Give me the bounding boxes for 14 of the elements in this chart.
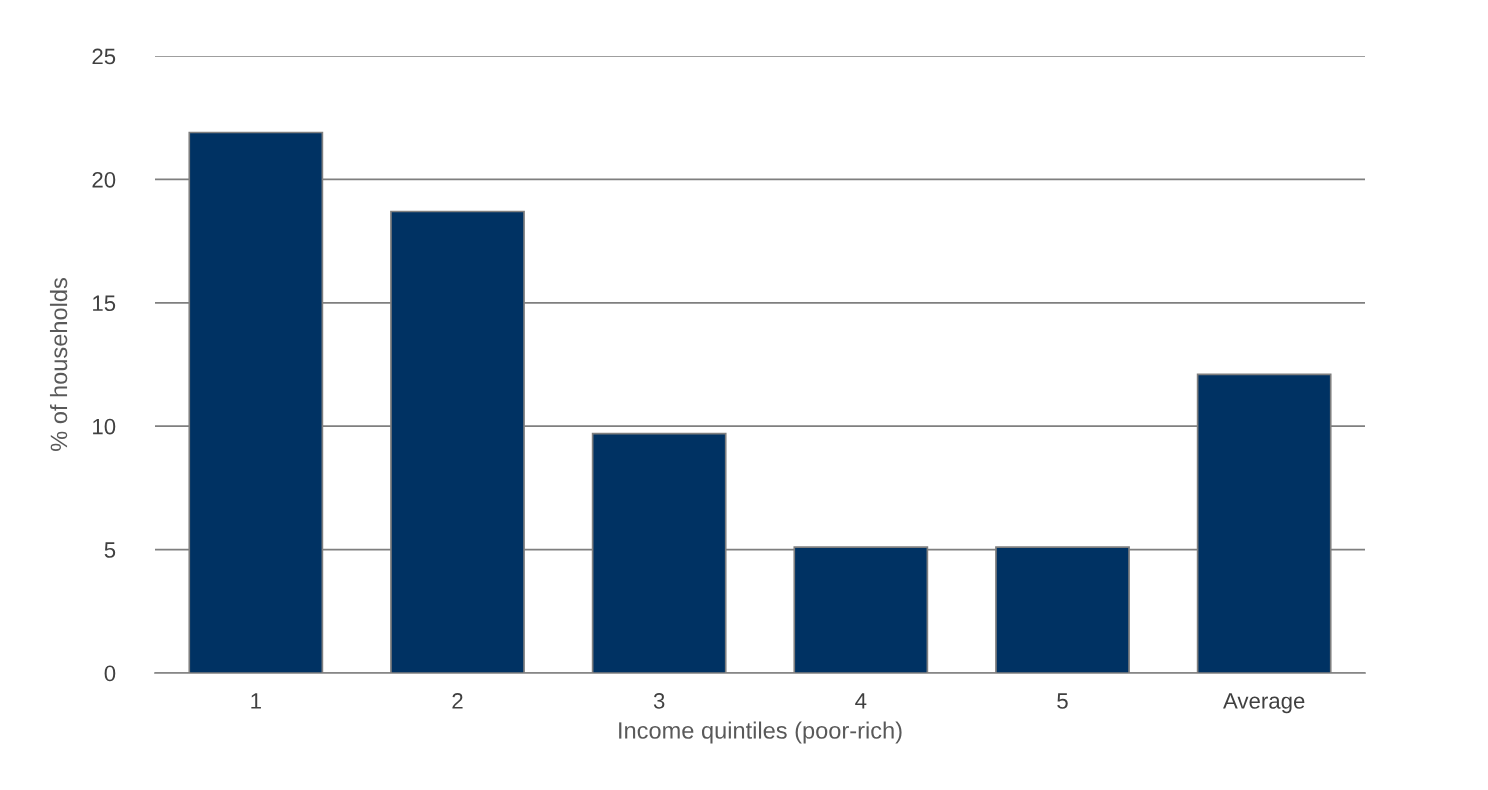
x-tick-label: 5: [1057, 693, 1068, 709]
y-tick-label: 25: [92, 48, 116, 65]
x-tick-label: 4: [855, 693, 867, 709]
x-tick-label: 2: [452, 693, 463, 709]
y-axis-title: % of households: [49, 278, 68, 451]
y-tick-label: 0: [104, 665, 116, 682]
y-tick-label: 5: [104, 542, 116, 558]
y-tick-label: 15: [93, 295, 116, 312]
x-axis-title: Income quintiles (poor-rich): [619, 721, 902, 744]
x-tick-label: Average: [1223, 693, 1305, 714]
y-tick-label: 10: [93, 418, 116, 435]
x-tick-label: 3: [653, 693, 665, 709]
x-tick-label: 1: [251, 693, 261, 709]
y-tick-label: 20: [92, 171, 116, 188]
